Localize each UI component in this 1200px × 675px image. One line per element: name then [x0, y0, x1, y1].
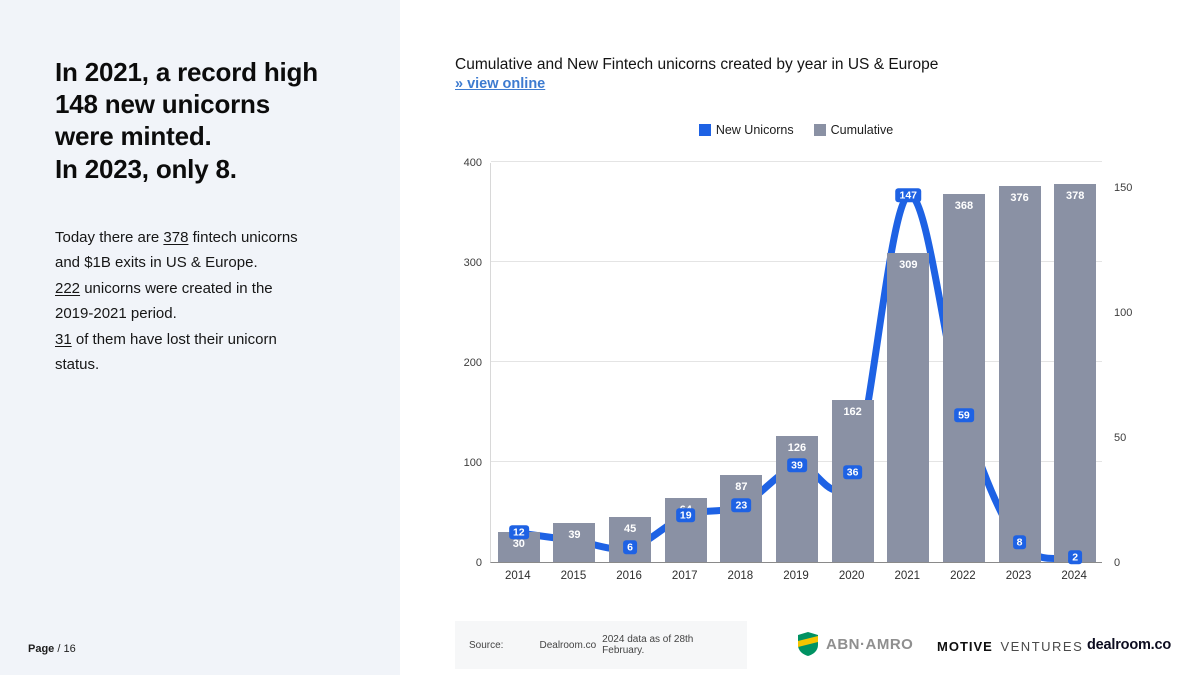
left-axis-tick: 0 [475, 557, 482, 569]
abn-amro-wordmark: ABN·AMRO [826, 635, 914, 653]
cumulative-bar [887, 253, 930, 562]
x-axis-label: 2020 [838, 570, 865, 582]
right-axis: 0 50 100 150 [1114, 163, 1150, 569]
chart-legend: New Unicorns Cumulative [490, 123, 1102, 137]
cumulative-swatch-icon [813, 124, 826, 136]
bar-value-label: 378 [1065, 190, 1085, 202]
line-value-label: 147 [895, 187, 922, 202]
line-value-label: 36 [842, 465, 863, 480]
dealroom-logo: dealroom.co [1087, 637, 1172, 653]
gridline [491, 161, 1102, 162]
cumulative-bar [776, 436, 818, 562]
x-axis-label: 2019 [783, 570, 809, 582]
motive-ventures-logo: MOTIVE VENTURES [937, 639, 1083, 654]
x-axis-label: 2014 [505, 570, 531, 582]
x-axis-label: 2018 [727, 570, 754, 582]
ventures-wordmark: VENTURES [1000, 639, 1084, 654]
page-number: Page / 16 [28, 643, 76, 655]
left-axis-tick: 100 [463, 457, 482, 469]
cumulative-bar [1054, 184, 1097, 562]
line-value-label: 12 [508, 525, 529, 540]
source-note: 2024 data as of 28th February. [602, 634, 694, 656]
x-axis-label: 2023 [1005, 570, 1032, 582]
line-value-label: 6 [623, 540, 637, 555]
left-axis-tick: 300 [463, 257, 482, 269]
left-axis-tick: 200 [463, 357, 482, 369]
cumulative-bar [942, 194, 985, 562]
bar-value-label: 309 [899, 259, 918, 271]
line-value-label: 8 [1012, 535, 1027, 550]
legend-label: Cumulative [830, 123, 894, 137]
bar-value-label: 39 [568, 529, 581, 541]
highlight-number: 222 [55, 279, 81, 297]
chart-title: Cumulative and New Fintech unicorns crea… [455, 56, 939, 73]
highlight-number: 378 [163, 228, 189, 246]
abn-amro-shield-icon [798, 632, 818, 656]
right-axis-tick: 150 [1114, 182, 1133, 194]
chart-area: Cumulative and New Fintech unicorns crea… [400, 0, 1200, 675]
bar-value-label: 30 [512, 538, 525, 550]
x-axis-label: 2024 [1061, 570, 1087, 582]
cumulative-bar [720, 475, 763, 562]
bar-value-label: 162 [843, 406, 862, 418]
body-fragment: Today there are [55, 228, 164, 246]
left-panel: In 2021, a record high 148 new unicorns … [0, 0, 400, 675]
headline: In 2021, a record high 148 new unicorns … [55, 57, 318, 184]
x-axis-label: 2015 [560, 570, 587, 582]
right-axis-tick: 0 [1114, 557, 1121, 569]
body-fragment: fintech unicorns and $1B exits in US & E… [55, 228, 298, 272]
legend-label: New Unicorns [715, 123, 794, 137]
source-name: Dealroom.co [539, 639, 597, 651]
line-value-label: 2 [1068, 550, 1083, 565]
line-value-label: 59 [954, 407, 974, 422]
body-fragment: unicorns were created in the 2019-2021 p… [55, 279, 273, 323]
page-value: / 16 [57, 643, 76, 655]
chart-plot: 3039456487126162309368376378126192339361… [490, 161, 1102, 565]
legend-item-new-unicorns: New Unicorns [698, 123, 794, 137]
line-value-label: 19 [675, 507, 696, 522]
cumulative-bar [553, 523, 596, 562]
bar-value-label: 87 [735, 481, 748, 493]
highlight-number: 31 [55, 330, 72, 348]
motive-wordmark: MOTIVE [937, 639, 993, 654]
abn-amro-logo: ABN·AMRO [798, 632, 913, 656]
bar-value-label: 376 [1010, 192, 1029, 204]
bar-value-label: 126 [787, 442, 807, 454]
bar-value-label: 45 [623, 523, 637, 535]
source-label: Source: [469, 639, 504, 651]
cumulative-bar [998, 186, 1041, 562]
right-axis-tick: 100 [1114, 307, 1133, 319]
line-value-label: 39 [787, 457, 807, 472]
x-axis-label: 2021 [894, 570, 921, 582]
bar-value-label: 368 [954, 200, 974, 212]
x-axis-label: 2022 [950, 570, 976, 582]
x-axis: 2014 2015 2016 2017 2018 2019 2020 2021 2022 2023… [490, 570, 1102, 588]
page-label: Page [28, 643, 55, 655]
left-axis: 0 100 200 300 400 [442, 157, 482, 569]
body-fragment: of them have lost their unicorn status. [55, 330, 277, 374]
line-value-label: 23 [731, 497, 752, 512]
x-axis-label: 2016 [616, 570, 642, 582]
left-axis-tick: 400 [463, 157, 482, 169]
cumulative-bar [831, 400, 874, 562]
cumulative-bar [609, 517, 652, 562]
view-online-link[interactable]: » view online [455, 76, 546, 92]
x-axis-label: 2017 [671, 570, 698, 582]
source-box: Source: Dealroom.co 2024 data as of 28th… [455, 621, 747, 669]
right-axis-tick: 50 [1114, 432, 1127, 444]
body-text: Today there are 378 fintech unicorns and… [55, 225, 364, 378]
legend-item-cumulative: Cumulative [813, 123, 894, 137]
new-unicorns-swatch-icon [698, 124, 711, 136]
